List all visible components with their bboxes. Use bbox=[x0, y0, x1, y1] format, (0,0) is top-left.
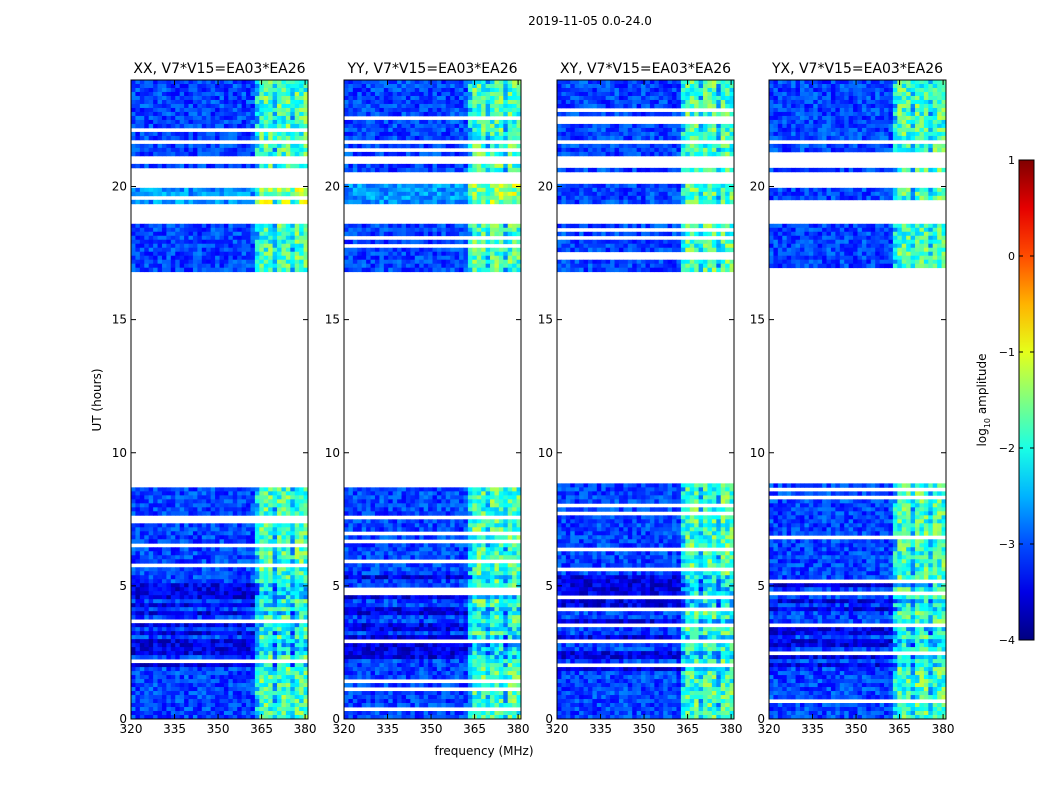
x-tick-label: 335 bbox=[801, 722, 824, 736]
y-tick-label: 20 bbox=[750, 180, 765, 194]
panel-frame bbox=[130, 79, 309, 720]
x-tick-label: 350 bbox=[207, 722, 230, 736]
x-tick-label: 380 bbox=[932, 722, 955, 736]
panel-frame bbox=[768, 79, 947, 720]
figure-suptitle: 2019-11-05 0.0-24.0 bbox=[528, 14, 652, 28]
colorbar-tick-label: −4 bbox=[999, 634, 1015, 647]
x-tick-label: 350 bbox=[633, 722, 656, 736]
y-tick-label: 20 bbox=[325, 180, 340, 194]
x-tick-label: 335 bbox=[163, 722, 186, 736]
y-tick-label: 10 bbox=[750, 446, 765, 460]
y-tick-label: 0 bbox=[119, 712, 127, 726]
panel-frame bbox=[343, 79, 522, 720]
panel-title: XY, V7*V15=EA03*EA26 bbox=[560, 61, 731, 77]
x-tick-label: 335 bbox=[376, 722, 399, 736]
x-tick-label: 365 bbox=[250, 722, 273, 736]
y-tick-label: 0 bbox=[757, 712, 765, 726]
y-tick-label: 20 bbox=[538, 180, 553, 194]
y-tick-label: 5 bbox=[332, 579, 340, 593]
y-tick-label: 5 bbox=[757, 579, 765, 593]
x-tick-label: 350 bbox=[420, 722, 443, 736]
panel-2: XY, V7*V15=EA03*EA26 320 335 350 365 380 0 5 10 1… bbox=[538, 61, 743, 736]
y-axis-label: UT (hours) bbox=[90, 368, 104, 431]
panel-title: XX, V7*V15=EA03*EA26 bbox=[133, 61, 305, 77]
x-tick-label: 365 bbox=[676, 722, 699, 736]
x-tick-label: 320 bbox=[546, 722, 569, 736]
x-tick-label: 365 bbox=[463, 722, 486, 736]
colorbar-tick-label: −3 bbox=[999, 538, 1015, 551]
colorbar-tick-label: −1 bbox=[999, 346, 1015, 359]
y-tick-label: 15 bbox=[112, 313, 127, 327]
y-tick-label: 15 bbox=[750, 313, 765, 327]
heatmap-cells bbox=[769, 80, 946, 719]
x-tick-label: 320 bbox=[120, 722, 143, 736]
y-tick-label: 15 bbox=[538, 313, 553, 327]
panel-title: YY, V7*V15=EA03*EA26 bbox=[346, 61, 517, 77]
panel-title: YX, V7*V15=EA03*EA26 bbox=[771, 61, 943, 77]
x-tick-label: 350 bbox=[845, 722, 868, 736]
heatmap-cells bbox=[344, 80, 521, 719]
colorbar-gradient bbox=[1018, 159, 1035, 641]
y-tick-label: 10 bbox=[112, 446, 127, 460]
heatmap-cells bbox=[131, 80, 308, 719]
colorbar: 1 0 −1 −2 −3 −4 log10 amplitude bbox=[975, 154, 1035, 647]
x-axis-label: frequency (MHz) bbox=[434, 744, 533, 758]
y-tick-label: 10 bbox=[325, 446, 340, 460]
y-tick-label: 15 bbox=[325, 313, 340, 327]
heatmap-cells bbox=[557, 80, 734, 719]
x-tick-label: 380 bbox=[720, 722, 743, 736]
y-tick-label: 10 bbox=[538, 446, 553, 460]
x-tick-label: 380 bbox=[507, 722, 530, 736]
x-tick-label: 320 bbox=[758, 722, 781, 736]
colorbar-label: log10 amplitude bbox=[975, 354, 992, 447]
colorbar-tick-label: 0 bbox=[1008, 250, 1015, 263]
x-tick-label: 380 bbox=[294, 722, 317, 736]
x-tick-label: 320 bbox=[333, 722, 356, 736]
y-tick-label: 0 bbox=[545, 712, 553, 726]
y-tick-label: 20 bbox=[112, 180, 127, 194]
panel-frame bbox=[556, 79, 735, 720]
y-tick-label: 5 bbox=[119, 579, 127, 593]
y-tick-label: 5 bbox=[545, 579, 553, 593]
panel-0: XX, V7*V15=EA03*EA26 320 335 350 365 380 0 5 10 1… bbox=[112, 61, 317, 736]
colorbar-tick-label: −2 bbox=[999, 442, 1015, 455]
colorbar-tick-label: 1 bbox=[1008, 154, 1015, 167]
panel-3: YX, V7*V15=EA03*EA26 320 335 350 365 380 0 5 10 1… bbox=[750, 61, 955, 736]
y-tick-label: 0 bbox=[332, 712, 340, 726]
panel-1: YY, V7*V15=EA03*EA26 320 335 350 365 380 0 5 10 1… bbox=[325, 61, 530, 736]
x-tick-label: 365 bbox=[888, 722, 911, 736]
x-tick-label: 335 bbox=[589, 722, 612, 736]
